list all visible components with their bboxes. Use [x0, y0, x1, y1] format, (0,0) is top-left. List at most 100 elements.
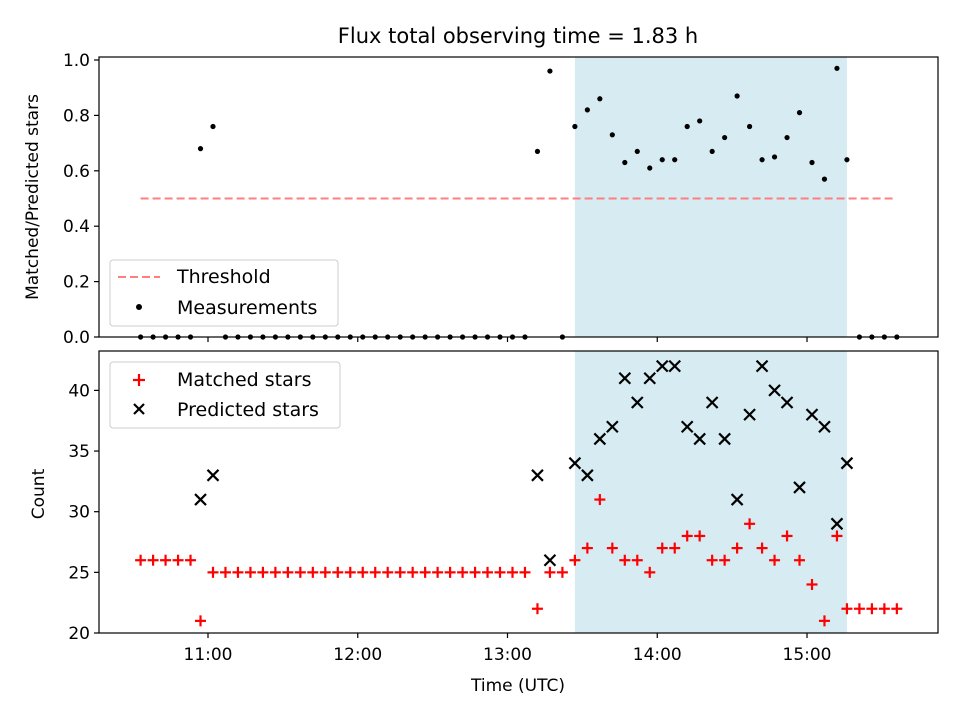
measurement-point [572, 123, 578, 130]
matched-star-point [407, 566, 419, 578]
matched-star-point [694, 530, 706, 542]
measurement-point [709, 148, 715, 155]
measurement-point [609, 132, 615, 138]
matched-star-point [357, 566, 369, 578]
matched-star-point [147, 554, 159, 566]
matched-star-point [669, 542, 681, 554]
matched-star-point [544, 566, 556, 578]
matched-star-point [769, 554, 781, 566]
predicted-star-point [568, 456, 582, 470]
top-y-axis-label: Matched/Predicted stars [23, 94, 43, 300]
legend-measurements-swatch [136, 304, 142, 310]
y-tick-label: 25 [68, 563, 90, 583]
y-tick-label: 35 [68, 442, 90, 462]
x-tick-label: 13:00 [483, 645, 532, 665]
predicted-star-point [818, 420, 831, 434]
matched-star-point [581, 542, 593, 554]
matched-star-point [172, 554, 184, 566]
top-y-ticks: 0.0 0.2 0.4 0.6 0.8 1.0 [63, 51, 99, 348]
measurement-point [771, 154, 778, 160]
matched-star-point [841, 603, 853, 615]
matched-star-point [382, 566, 394, 578]
matched-star-point [853, 603, 865, 615]
matched-star-point [332, 566, 344, 578]
predicted-star-point [830, 517, 844, 531]
predicted-star-point [606, 420, 619, 434]
top-shaded-region [574, 57, 847, 337]
x-tick-label: 15:00 [783, 645, 832, 665]
legend-predicted-swatch [133, 403, 145, 415]
measurement-point [659, 157, 665, 163]
bottom-x-ticks: 11:00 12:00 13:00 14:00 15:00 [184, 633, 832, 665]
measurement-point [722, 134, 728, 141]
predicted-star-point [768, 384, 781, 397]
predicted-star-point [805, 408, 819, 421]
matched-star-point [394, 566, 406, 578]
predicted-star-point [194, 493, 207, 506]
matched-star-point [207, 566, 219, 578]
predicted-star-point [581, 469, 594, 482]
predicted-star-point [668, 359, 681, 373]
matched-star-point [569, 554, 581, 566]
y-tick-label: 30 [68, 503, 90, 523]
bottom-panel: 20 25 30 35 40 11:00 12:00 13:00 14:00 15:00 Cou… [29, 350, 939, 696]
matched-star-point [444, 566, 456, 578]
chart-title: Flux total observing time = 1.83 h [338, 24, 698, 48]
matched-star-point [606, 542, 618, 554]
matched-star-point [135, 554, 147, 566]
measurement-point [809, 159, 815, 166]
predicted-star-point [631, 396, 644, 409]
legend-threshold-label: Threshold [176, 266, 271, 288]
legend-measurements-label: Measurements [177, 297, 317, 319]
x-axis-label: Time (UTC) [470, 676, 565, 696]
matched-star-point [631, 554, 643, 566]
bottom-y-ticks: 20 25 30 35 40 [68, 381, 99, 644]
matched-star-point [681, 530, 693, 542]
matched-star-point [531, 603, 543, 615]
predicted-star-point [543, 553, 557, 567]
top-legend-frame [109, 259, 339, 327]
matched-star-point [818, 615, 830, 627]
matched-star-point [269, 566, 281, 578]
predicted-star-point [730, 493, 744, 506]
matched-star-point [891, 603, 903, 615]
predicted-star-point [705, 396, 719, 409]
measurement-point [672, 157, 678, 163]
y-tick-label: 0.0 [63, 328, 90, 348]
top-panel: 0.0 0.2 0.4 0.6 0.8 1.0 Flux total observing … [23, 24, 939, 348]
measurement-point [197, 146, 204, 152]
predicted-star-point [680, 420, 694, 434]
matched-star-point [419, 566, 431, 578]
predicted-star-point [593, 432, 607, 446]
matched-star-point [494, 566, 506, 578]
matched-star-point [432, 566, 444, 578]
measurement-point [697, 118, 703, 124]
matched-star-point [556, 566, 568, 578]
matched-star-point [644, 566, 656, 578]
measurement-point [759, 157, 765, 163]
bottom-y-axis-label: Count [29, 468, 49, 519]
x-tick-label: 12:00 [333, 645, 382, 665]
measurement-point [784, 134, 790, 141]
matched-star-point [257, 566, 269, 578]
predicted-star-point [655, 359, 669, 373]
predicted-star-point [643, 371, 657, 385]
matched-star-point [656, 542, 668, 554]
y-tick-label: 1.0 [63, 51, 90, 71]
matched-star-point [369, 566, 381, 578]
y-tick-label: 20 [68, 624, 90, 644]
matched-star-point [831, 530, 843, 542]
matched-star-point [719, 554, 731, 566]
top-legend: Threshold Measurements [109, 259, 339, 327]
y-tick-label: 0.8 [63, 106, 90, 126]
y-tick-label: 0.4 [63, 217, 90, 237]
legend-matched-label: Matched stars [177, 369, 311, 391]
predicted-star-point [755, 359, 769, 373]
measurement-point [821, 176, 828, 182]
predicted-star-point [206, 469, 220, 482]
matched-star-point [160, 554, 172, 566]
legend-matched-swatch [133, 374, 145, 386]
matched-star-point [744, 518, 756, 530]
x-tick-label: 11:00 [184, 645, 233, 665]
matched-star-point [344, 566, 356, 578]
